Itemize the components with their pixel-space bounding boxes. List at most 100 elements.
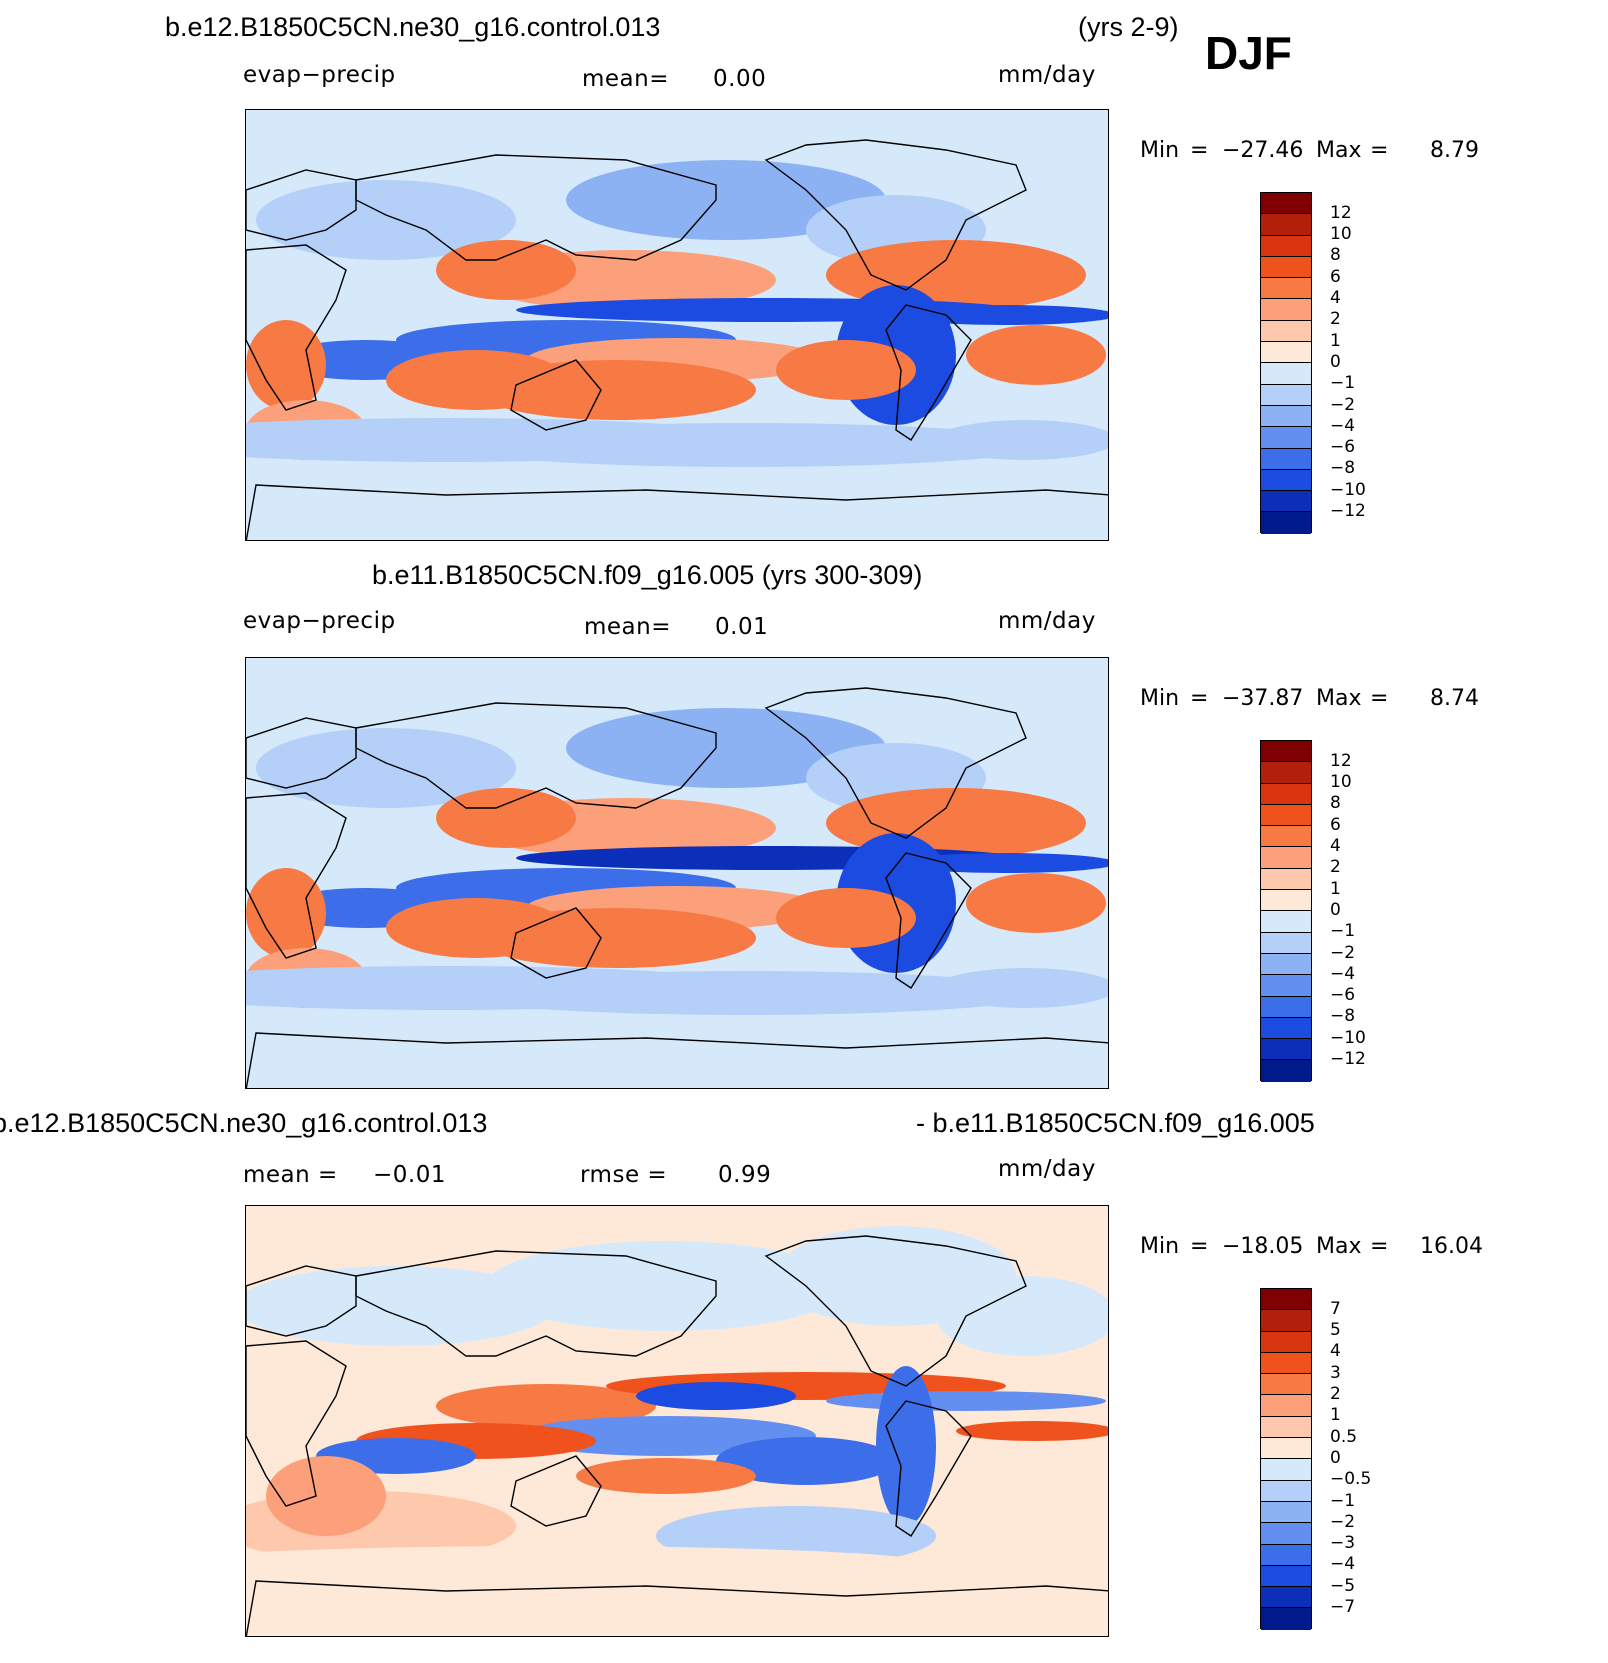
colorbar-swatch <box>1261 741 1311 763</box>
colorbar-tick-label: 0 <box>1330 899 1341 920</box>
colorbar-tick-label: −1 <box>1330 373 1356 394</box>
colorbar-tick-label: 7 <box>1330 1298 1341 1319</box>
colorbar-tick-label: −10 <box>1330 1027 1366 1048</box>
colorbar-swatch <box>1261 1459 1311 1481</box>
colorbar-tick-label: 0 <box>1330 351 1341 372</box>
colorbar-tick-label: 1 <box>1330 1405 1341 1426</box>
colorbar-tick-label: 4 <box>1330 288 1341 308</box>
colorbar-tick-label: −2 <box>1330 394 1356 415</box>
panel2-min-eq: = <box>1190 686 1209 711</box>
colorbar-swatch <box>1261 804 1311 827</box>
colorbar-swatch <box>1261 1039 1311 1061</box>
panel3-max-eq: = <box>1370 1234 1389 1259</box>
panel3-min-label: Min <box>1140 1234 1180 1259</box>
panel3-rmse-value: 0.99 <box>718 1162 772 1188</box>
panel2-map <box>245 657 1109 1089</box>
colorbar-swatch <box>1261 868 1311 891</box>
case-title: b.e12.B1850C5CN.ne30_g16.control.013 <box>165 12 661 42</box>
panel2-colorbar <box>1260 740 1312 1082</box>
panel3-title-left: b.e12.B1850C5CN.ne30_g16.control.013 <box>0 1108 488 1138</box>
colorbar-tick-label: −4 <box>1330 1554 1356 1575</box>
panel3-map <box>245 1205 1109 1637</box>
colorbar-tick-label: 0 <box>1330 1447 1341 1468</box>
colorbar-swatch <box>1261 1374 1311 1396</box>
colorbar-swatch <box>1261 235 1311 257</box>
colorbar-tick-label: 8 <box>1330 245 1341 266</box>
colorbar-swatch <box>1261 193 1311 215</box>
colorbar-swatch <box>1261 975 1311 997</box>
panel1-min-label: Min <box>1140 138 1180 163</box>
map-field <box>246 658 1108 1088</box>
panel1-max-eq: = <box>1370 138 1389 163</box>
panel3-mean-value: −0.01 <box>373 1162 446 1188</box>
colorbar-swatch <box>1261 469 1311 492</box>
colorbar-tick-label: −2 <box>1330 1511 1356 1532</box>
colorbar-swatch <box>1261 847 1311 869</box>
map-field <box>246 1206 1108 1636</box>
colorbar-tick-label: 5 <box>1330 1320 1341 1341</box>
colorbar-tick-label: −8 <box>1330 1006 1356 1027</box>
colorbar-tick-label: 6 <box>1330 266 1341 287</box>
panel1-units: mm/day <box>998 62 1096 88</box>
colorbar-tick-label: −5 <box>1330 1575 1356 1596</box>
colorbar-swatch <box>1261 783 1311 805</box>
panel1-min-eq: = <box>1190 138 1209 163</box>
colorbar-swatch <box>1261 278 1311 300</box>
colorbar-tick-label: 2 <box>1330 309 1341 330</box>
colorbar-swatch <box>1261 1416 1311 1439</box>
panel2-units: mm/day <box>998 608 1096 634</box>
panel3-max-label: Max <box>1316 1234 1362 1259</box>
panel2-mean-label: mean= <box>584 614 671 640</box>
colorbar-tick-label: −12 <box>1330 501 1366 521</box>
panel1-min-value: −27.46 <box>1222 138 1304 163</box>
colorbar-swatch <box>1261 384 1311 406</box>
panel1-max-label: Max <box>1316 138 1362 163</box>
colorbar-tick-label: 4 <box>1330 1341 1341 1362</box>
colorbar-swatch <box>1261 1608 1311 1630</box>
panel2-variable: evap−precip <box>243 608 396 634</box>
colorbar-tick-label: −4 <box>1330 415 1356 436</box>
colorbar-swatch <box>1261 405 1311 428</box>
colorbar-tick-label: −4 <box>1330 963 1356 984</box>
colorbar-tick-label: −3 <box>1330 1533 1356 1554</box>
colorbar-tick-label: −8 <box>1330 458 1356 479</box>
colorbar-swatch <box>1261 214 1311 236</box>
colorbar-swatch <box>1261 1395 1311 1417</box>
colorbar-swatch <box>1261 890 1311 912</box>
colorbar-tick-label: 10 <box>1330 772 1352 793</box>
colorbar-swatch <box>1261 342 1311 364</box>
colorbar-swatch <box>1261 1438 1311 1460</box>
colorbar-tick-label: 12 <box>1330 202 1352 223</box>
panel3-units: mm/day <box>998 1156 1096 1182</box>
colorbar-swatch <box>1261 491 1311 513</box>
colorbar-swatch <box>1261 1544 1311 1566</box>
colorbar-tick-label: 6 <box>1330 814 1341 835</box>
panel3-max-value: 16.04 <box>1420 1234 1483 1259</box>
panel1-mean-label: mean= <box>582 66 669 92</box>
colorbar-tick-label: 3 <box>1330 1362 1341 1383</box>
panel3-min-value: −18.05 <box>1222 1234 1304 1259</box>
panel3-title-right: - b.e11.B1850C5CN.f09_g16.005 <box>916 1108 1315 1138</box>
coastlines <box>246 139 1108 540</box>
panel1-map <box>245 109 1109 541</box>
colorbar-tick-label: −1 <box>1330 921 1356 942</box>
panel2-min-label: Min <box>1140 686 1180 711</box>
coastlines <box>246 687 1108 1088</box>
colorbar-swatch <box>1261 1523 1311 1545</box>
colorbar-swatch <box>1261 1587 1311 1609</box>
panel2-min-value: −37.87 <box>1222 686 1304 711</box>
colorbar-tick-label: 8 <box>1330 793 1341 814</box>
colorbar-tick-label: 12 <box>1330 750 1352 771</box>
colorbar-swatch <box>1261 363 1311 385</box>
colorbar-tick-label: −10 <box>1330 479 1366 500</box>
colorbar-swatch <box>1261 256 1311 279</box>
colorbar-tick-label: −6 <box>1330 985 1356 1006</box>
colorbar-swatch <box>1261 996 1311 1018</box>
panel3-mean-label: mean = <box>243 1162 338 1188</box>
panel1-variable: evap−precip <box>243 62 396 88</box>
colorbar-tick-label: −0.5 <box>1330 1469 1372 1490</box>
colorbar-swatch <box>1261 299 1311 321</box>
map-field <box>246 110 1108 540</box>
colorbar-swatch <box>1261 932 1311 954</box>
colorbar-swatch <box>1261 448 1311 470</box>
